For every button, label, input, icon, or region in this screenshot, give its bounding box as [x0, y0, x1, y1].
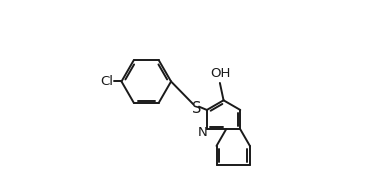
Text: Cl: Cl [100, 75, 113, 88]
Text: N: N [198, 126, 208, 139]
Text: OH: OH [211, 67, 231, 80]
Text: S: S [192, 101, 201, 116]
